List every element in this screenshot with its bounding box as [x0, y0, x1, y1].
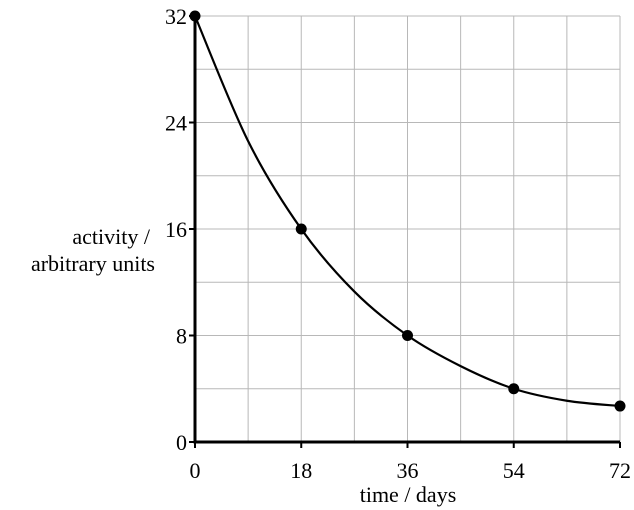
- y-axis-title-line1: activity /: [72, 224, 150, 249]
- y-tick-label: 24: [165, 111, 187, 136]
- decay-curve: [193, 15, 621, 408]
- tick-labels: 0 8 16 24 32 0 18 36 54 72: [165, 4, 631, 483]
- y-tick-label: 8: [176, 324, 187, 349]
- data-point: [508, 383, 520, 395]
- axes: [189, 15, 621, 448]
- data-points: [189, 10, 626, 412]
- x-tick-label: 72: [609, 458, 631, 483]
- data-point: [402, 330, 413, 341]
- x-tick-label: 18: [290, 458, 312, 483]
- x-tick-label: 36: [397, 458, 419, 483]
- data-point: [614, 400, 626, 412]
- data-point: [295, 223, 307, 235]
- y-axis-title-line2: arbitrary units: [31, 251, 155, 276]
- grid: [194, 15, 621, 443]
- x-tick-label: 0: [190, 458, 201, 483]
- data-point: [189, 10, 201, 22]
- y-tick-label: 16: [165, 217, 187, 242]
- y-tick-label: 0: [176, 430, 187, 455]
- x-axis-title: time / days: [360, 482, 457, 507]
- x-tick-label: 54: [503, 458, 525, 483]
- y-tick-label: 32: [165, 4, 187, 29]
